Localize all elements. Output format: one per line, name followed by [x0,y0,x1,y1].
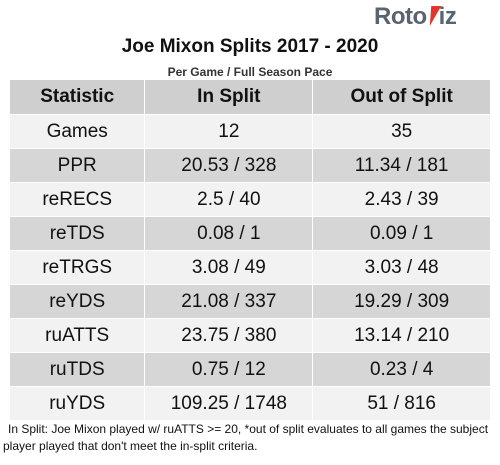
table-row: reTRGS 3.08 / 49 3.03 / 48 [10,251,491,285]
table-row: PPR 20.53 / 328 11.34 / 181 [10,149,491,183]
cell-statistic: PPR [10,149,146,183]
cell-in-split: 21.08 / 337 [145,285,314,319]
cell-in-split: 23.75 / 380 [145,319,314,353]
table-row: Games 12 35 [10,115,491,149]
table-row: reRECS 2.5 / 40 2.43 / 39 [10,183,491,217]
cell-out-of-split: 11.34 / 181 [313,149,491,183]
cell-in-split: 109.25 / 1748 [145,387,314,421]
footnote-line-1: In Split: Joe Mixon played w/ ruATTS >= … [8,422,489,436]
cell-statistic: ruYDS [10,387,146,421]
cell-statistic: Games [10,115,146,149]
cell-statistic: ruTDS [10,353,146,387]
logo-text-part1: Roto [374,3,427,30]
cell-in-split: 20.53 / 328 [145,149,314,183]
table-row: reTDS 0.08 / 1 0.09 / 1 [10,217,491,251]
header-statistic: Statistic [10,80,146,115]
rotoviz-logo: Roto iz [374,4,484,30]
table-row: ruATTS 23.75 / 380 13.14 / 210 [10,319,491,353]
footnote-line-2: player played that don't meet the in-spl… [3,439,258,453]
cell-out-of-split: 13.14 / 210 [313,319,491,353]
cell-in-split: 3.08 / 49 [145,251,314,285]
table-row: ruYDS 109.25 / 1748 51 / 816 [10,387,491,421]
logo-text-part2: iz [438,3,457,30]
cell-in-split: 0.75 / 12 [145,353,314,387]
header-out-of-split: Out of Split [313,80,491,115]
cell-in-split: 0.08 / 1 [145,217,314,251]
cell-out-of-split: 35 [313,115,491,149]
cell-in-split: 12 [145,115,314,149]
cell-statistic: reYDS [10,285,146,319]
cell-out-of-split: 51 / 816 [313,387,491,421]
cell-statistic: reTRGS [10,251,146,285]
cell-out-of-split: 3.03 / 48 [313,251,491,285]
cell-statistic: ruATTS [10,319,146,353]
table-header-row: Statistic In Split Out of Split [10,80,491,115]
table-row: reYDS 21.08 / 337 19.29 / 309 [10,285,491,319]
cell-out-of-split: 19.29 / 309 [313,285,491,319]
cell-statistic: reRECS [10,183,146,217]
cell-out-of-split: 0.23 / 4 [313,353,491,387]
table-row: ruTDS 0.75 / 12 0.23 / 4 [10,353,491,387]
cell-out-of-split: 2.43 / 39 [313,183,491,217]
cell-out-of-split: 0.09 / 1 [313,217,491,251]
footnote: In Split: Joe Mixon played w/ ruATTS >= … [3,421,500,455]
header-in-split: In Split [145,80,314,115]
page-subtitle: Per Game / Full Season Pace [167,65,333,79]
page-title: Joe Mixon Splits 2017 - 2020 [121,36,379,57]
cell-statistic: reTDS [10,217,146,251]
splits-table: Statistic In Split Out of Split Games 12… [10,80,491,421]
cell-in-split: 2.5 / 40 [145,183,314,217]
